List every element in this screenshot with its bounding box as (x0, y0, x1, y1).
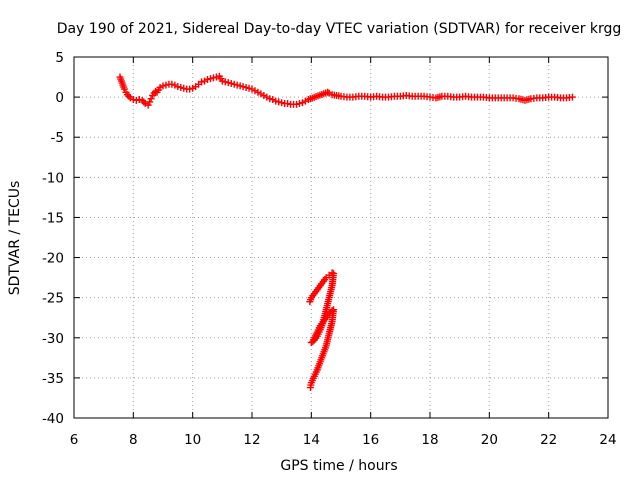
data-point (306, 384, 314, 392)
y-axis-label: SDTVAR / TECUs (7, 181, 23, 296)
data-point (144, 101, 152, 109)
x-tick-label: 10 (184, 432, 201, 448)
x-axis-label: GPS time / hours (280, 458, 397, 474)
y-tick-label: -5 (51, 130, 64, 146)
x-tick-label: 20 (481, 432, 498, 448)
x-tick-label: 6 (70, 432, 79, 448)
y-tick-label: -15 (42, 210, 64, 226)
data-point (120, 85, 128, 93)
y-tick-label: -10 (42, 170, 64, 186)
y-tick-labels: 5 0 -5 -10 -15 -20 -25 -30 -35 -40 (42, 50, 64, 427)
data-point (140, 98, 148, 106)
y-tick-label: -25 (42, 291, 64, 307)
x-tick-label: 12 (243, 432, 260, 448)
x-tick-label: 18 (421, 432, 438, 448)
x-tick-label: 22 (540, 432, 557, 448)
y-tick-label: 5 (55, 50, 64, 66)
y-tick-label: -20 (42, 251, 64, 267)
chart-title: Day 190 of 2021, Sidereal Day-to-day VTE… (57, 21, 622, 37)
x-tick-label: 8 (129, 432, 138, 448)
x-tick-label: 16 (362, 432, 379, 448)
plot-frame (73, 56, 609, 419)
data-points (116, 72, 576, 392)
data-point (147, 95, 155, 103)
x-tick-label: 14 (303, 432, 320, 448)
y-tick-label: -35 (42, 371, 64, 387)
data-point (146, 98, 154, 106)
x-tick-label: 24 (599, 432, 616, 448)
y-tick-label: 0 (55, 90, 64, 106)
y-tick-label: -40 (42, 411, 64, 427)
y-tick-label: -30 (42, 331, 64, 347)
tick-marks (73, 56, 609, 419)
x-tick-labels: 6 8 10 12 14 16 18 20 22 24 (70, 432, 617, 448)
data-point (324, 88, 332, 96)
data-point (125, 92, 133, 100)
data-point (328, 307, 336, 315)
data-point (568, 93, 576, 101)
grid-lines (74, 57, 608, 418)
